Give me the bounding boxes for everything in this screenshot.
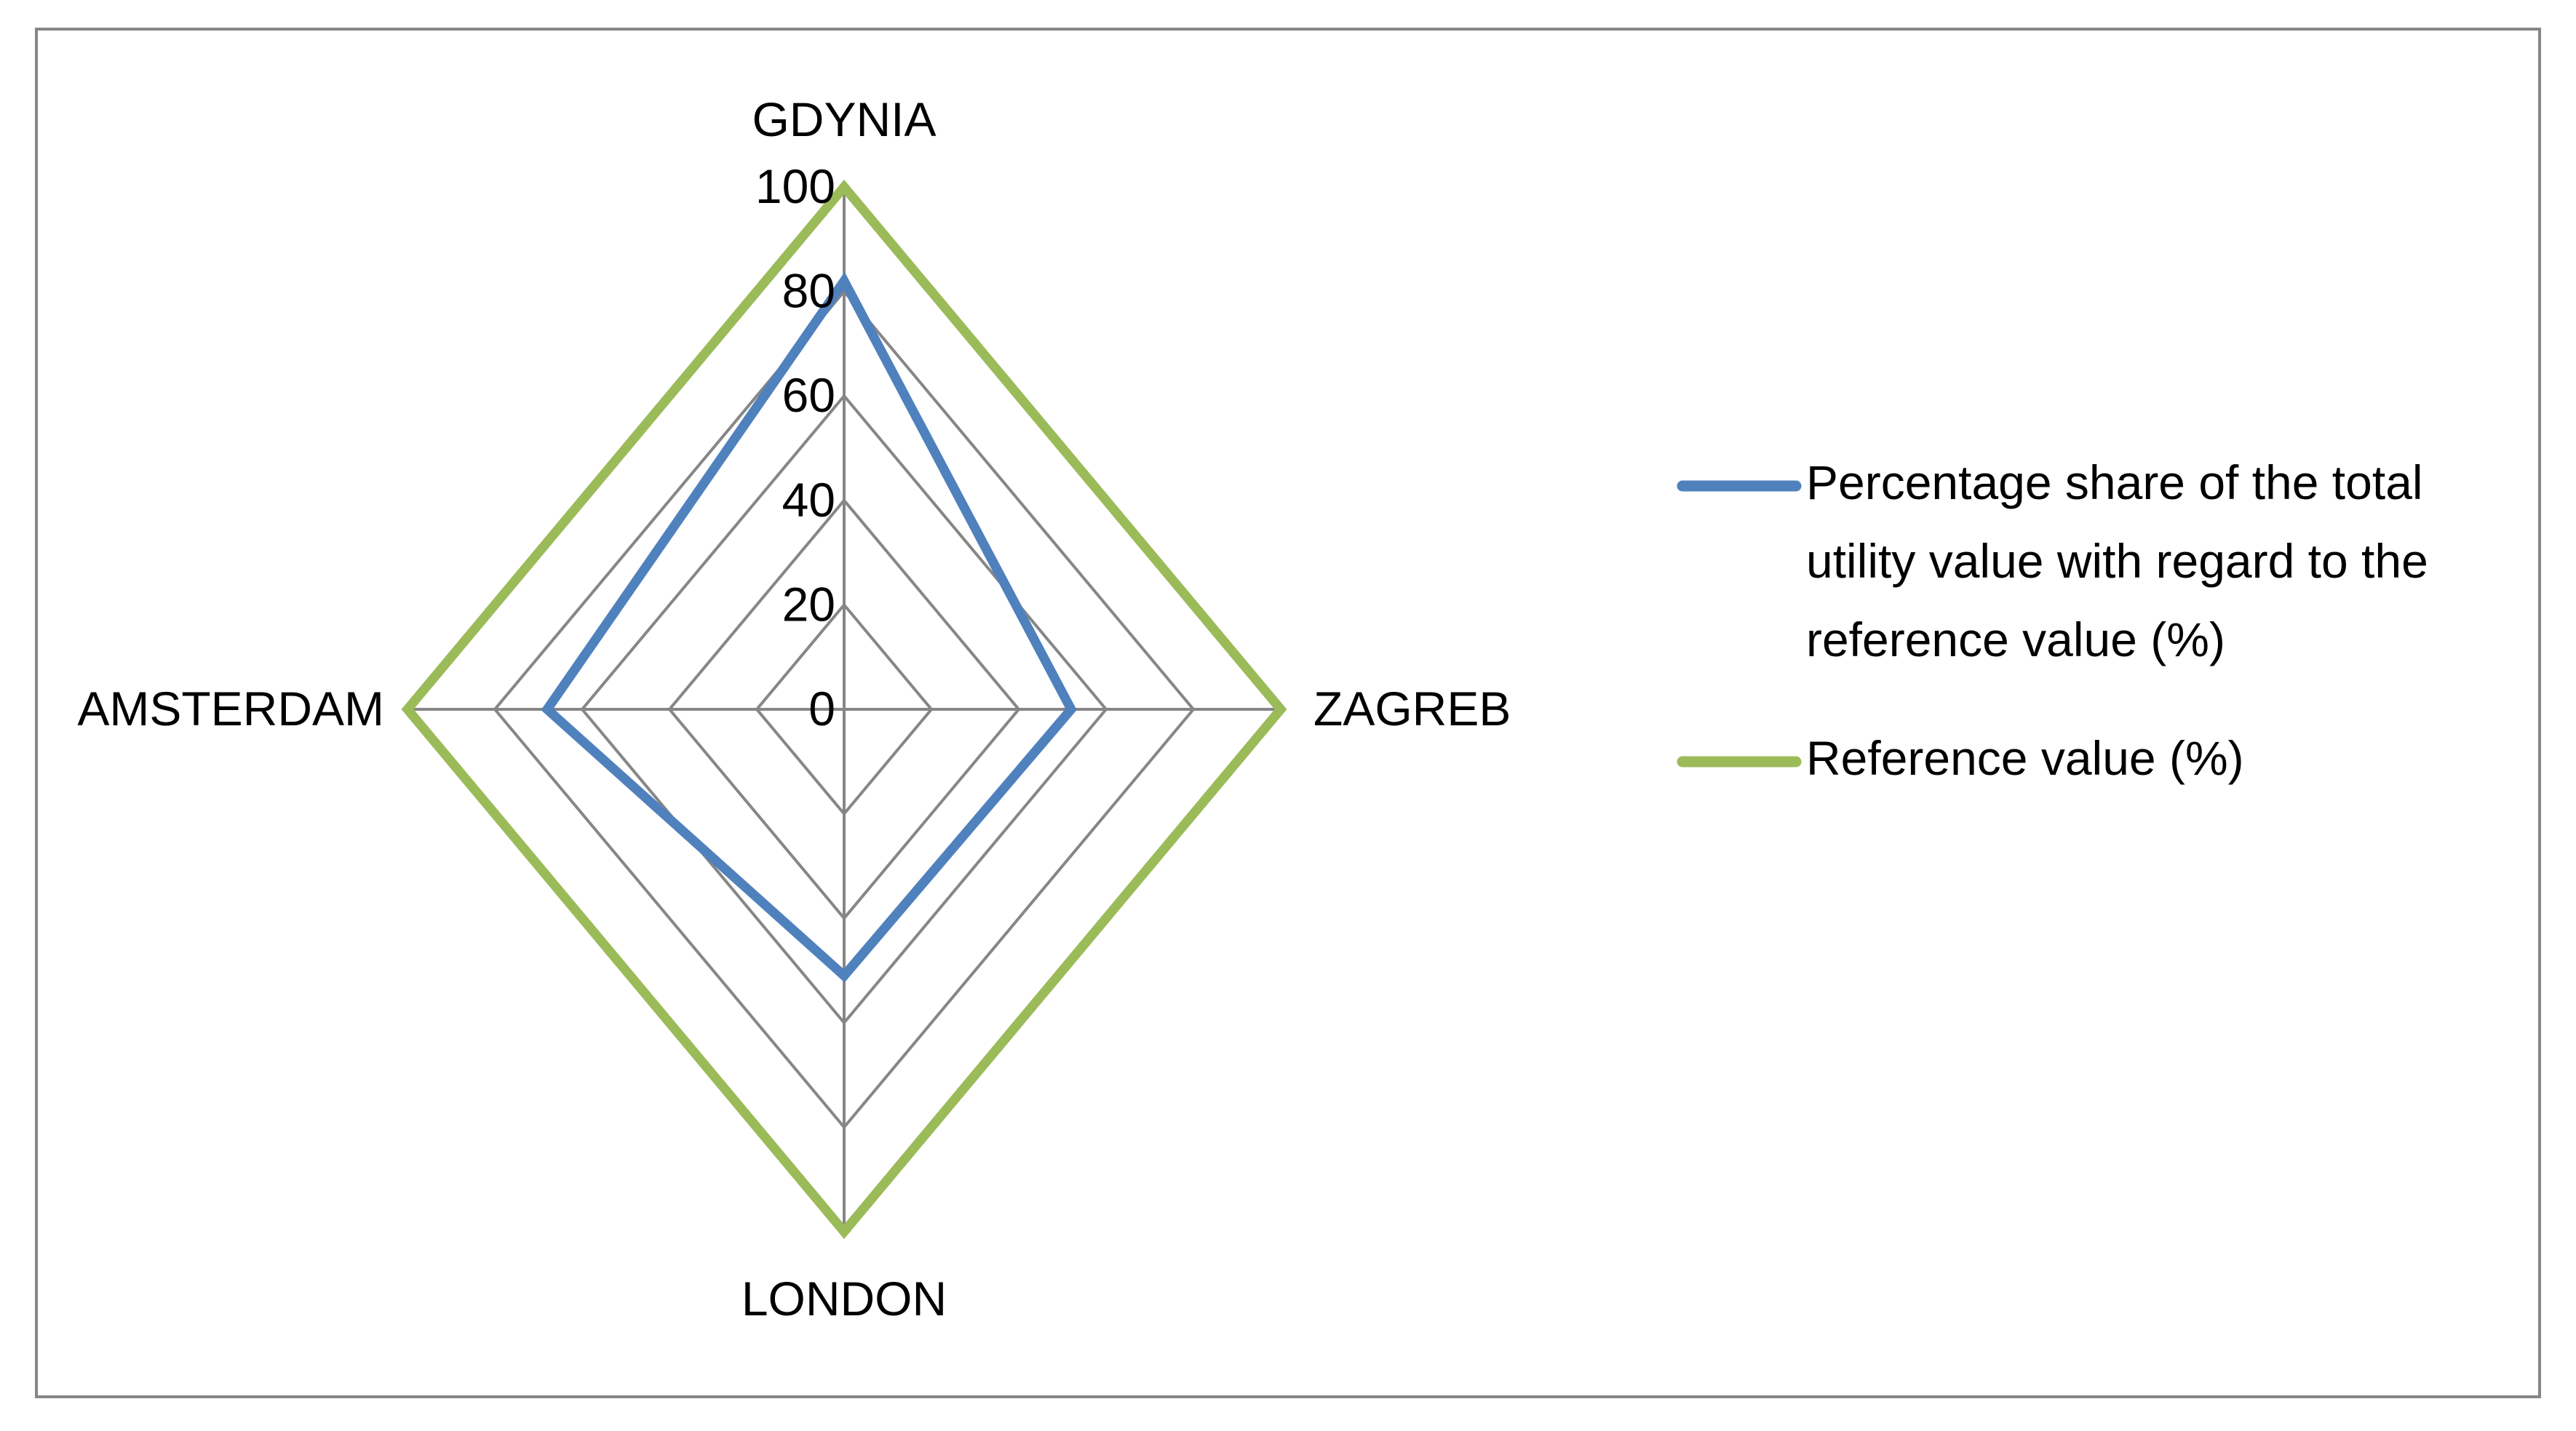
tick-label-80: 80 — [782, 264, 835, 318]
tick-labels: 0 20 40 60 80 100 — [755, 159, 835, 736]
category-label-zagreb: ZAGREB — [1313, 682, 1511, 736]
category-label-gdynia: GDYNIA — [752, 92, 936, 146]
legend: Percentage share of the total utility val… — [1677, 455, 2428, 785]
category-labels: GDYNIA ZAGREB LONDON AMSTERDAM — [77, 92, 1511, 1326]
tick-label-60: 60 — [782, 368, 835, 422]
chart-border — [35, 28, 2541, 1398]
tick-label-0: 0 — [808, 682, 835, 736]
series-layer — [401, 179, 1287, 1240]
legend-label-1-line-2: utility value with regard to the — [1806, 534, 2428, 588]
legend-label-1-line-1: Percentage share of the total — [1806, 455, 2423, 509]
legend-item-2: Reference value (%) — [1677, 731, 2244, 785]
legend-label-1-line-3: reference value (%) — [1806, 613, 2225, 666]
category-label-london: LONDON — [742, 1272, 947, 1326]
series-line-2 — [401, 179, 1287, 1240]
series-line-1 — [541, 271, 1077, 983]
tick-label-100: 100 — [755, 159, 835, 213]
legend-label-2-line-1: Reference value (%) — [1806, 731, 2244, 785]
tick-label-20: 20 — [782, 577, 835, 631]
tick-label-40: 40 — [782, 473, 835, 527]
legend-item-1: Percentage share of the total utility val… — [1677, 455, 2428, 666]
category-label-amsterdam: AMSTERDAM — [77, 682, 384, 736]
